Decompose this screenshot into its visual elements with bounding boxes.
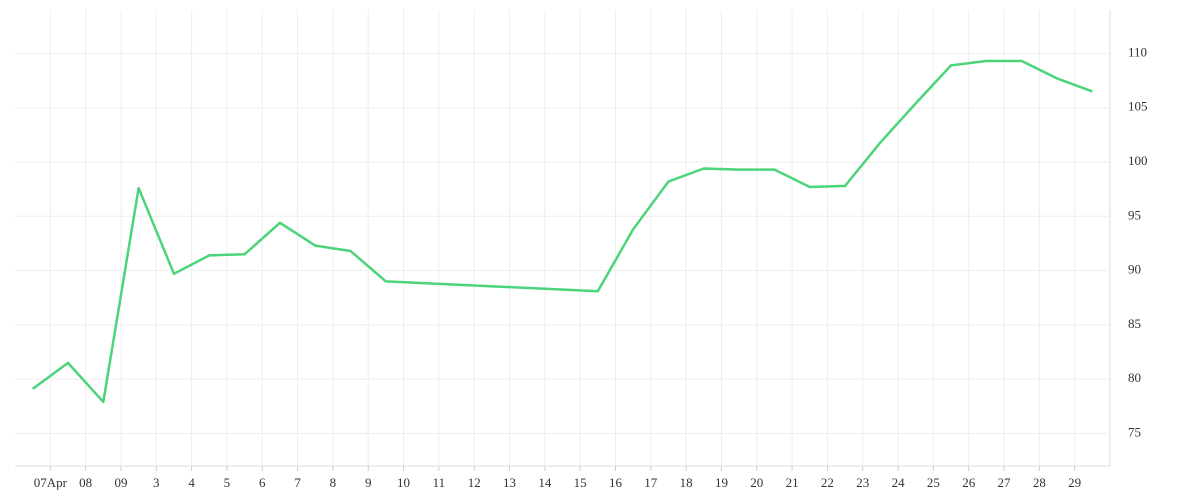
x-tick-label: 14: [538, 475, 552, 490]
y-tick-label: 105: [1128, 99, 1148, 114]
x-tick-label: 24: [892, 475, 906, 490]
y-tick-label: 75: [1128, 424, 1141, 439]
y-tick-label: 85: [1128, 316, 1141, 331]
x-tick-label: 13: [503, 475, 516, 490]
y-tick-label: 100: [1128, 153, 1148, 168]
x-tick-label: 15: [574, 475, 587, 490]
x-tick-label: 6: [259, 475, 266, 490]
line: [31, 59, 1093, 404]
x-tick-label: 21: [786, 475, 799, 490]
y-tick-label: 90: [1128, 262, 1141, 277]
y-tick-label: 80: [1128, 370, 1141, 385]
x-tick-label: 18: [680, 475, 693, 490]
x-tick-label: 5: [224, 475, 231, 490]
x-tick-label: 17: [644, 475, 658, 490]
x-tick-label: 25: [927, 475, 940, 490]
x-tick-label: 4: [188, 475, 195, 490]
x-tick-label: 7: [294, 475, 301, 490]
x-tick-label: 09: [114, 475, 127, 490]
x-tick-label: 27: [998, 475, 1012, 490]
x-tick-label: 22: [821, 475, 834, 490]
x-tick-label: 26: [962, 475, 976, 490]
y-tick-label: 95: [1128, 207, 1141, 222]
x-tick-label: 20: [750, 475, 763, 490]
x-tick-label: 23: [856, 475, 869, 490]
x-tick-label: 29: [1068, 475, 1081, 490]
x-tick-label: 08: [79, 475, 92, 490]
x-tick-label: 07Apr: [34, 475, 68, 490]
x-tick-label: 10: [397, 475, 410, 490]
x-tick-label: 9: [365, 475, 372, 490]
x-tick-label: 28: [1033, 475, 1046, 490]
x-tick-label: 16: [609, 475, 623, 490]
x-tick-label: 19: [715, 475, 728, 490]
x-tick-label: 12: [468, 475, 481, 490]
x-tick-label: 11: [433, 475, 446, 490]
y-tick-label: 110: [1128, 44, 1147, 59]
x-tick-label: 3: [153, 475, 160, 490]
x-tick-label: 8: [330, 475, 337, 490]
